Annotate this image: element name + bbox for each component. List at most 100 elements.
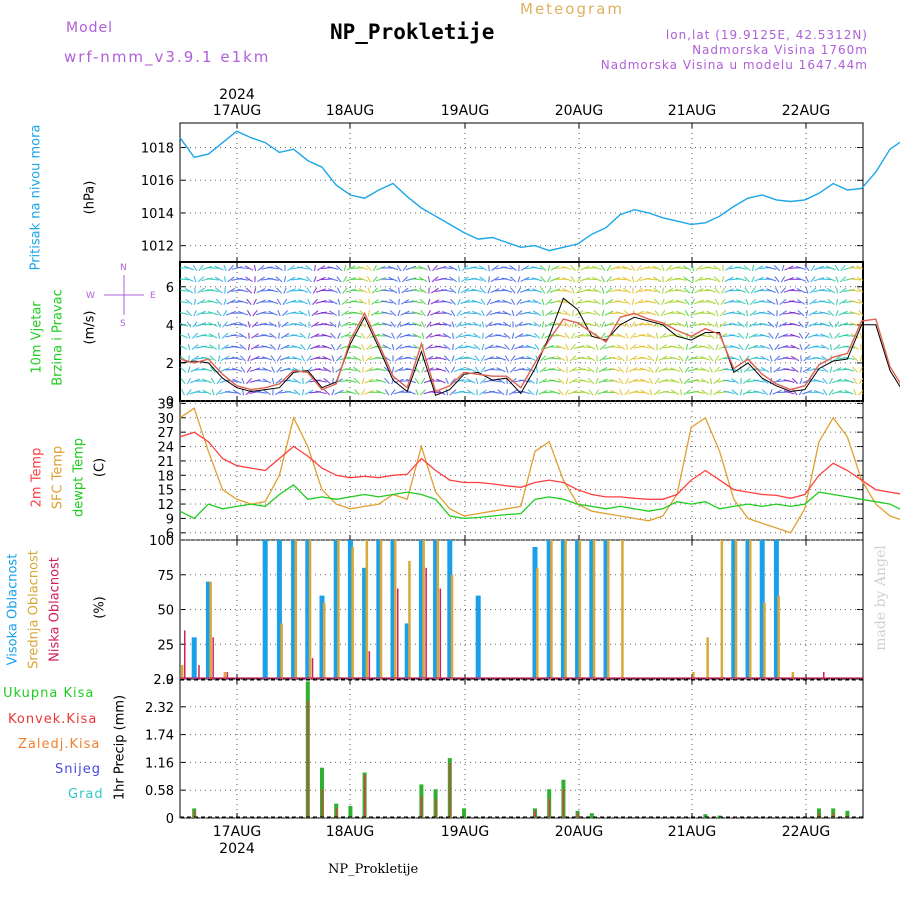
precip-legend-snow: Snijeg <box>55 762 101 777</box>
wind-barb <box>256 288 266 294</box>
wind-barb <box>595 366 599 373</box>
wind-barb <box>479 287 487 294</box>
wind-barb <box>606 264 612 272</box>
wind-barb <box>382 333 392 339</box>
wind-barb <box>370 310 380 316</box>
wind-barb <box>564 332 570 339</box>
wind-barb <box>384 389 390 396</box>
wind-barb <box>836 298 838 305</box>
wind-tick-label: 4 <box>166 319 174 334</box>
wind-barb <box>390 389 396 396</box>
wind-barb <box>615 289 627 292</box>
wind-barb <box>705 288 717 293</box>
wind-barb <box>615 278 627 281</box>
wind-barb <box>358 276 368 282</box>
wind-barb <box>709 377 713 385</box>
wind-barb <box>299 332 307 339</box>
wind-barb <box>679 377 683 385</box>
wind-barb <box>441 288 453 293</box>
wind-barb <box>609 367 621 372</box>
wind-barb <box>689 321 697 328</box>
wind-barb <box>783 368 795 372</box>
wind-barb <box>306 343 312 351</box>
wind-barb <box>201 367 213 372</box>
wind-barb <box>504 355 510 362</box>
wind-barb <box>716 321 718 328</box>
wind-barb <box>639 345 651 349</box>
wind-barb <box>449 287 457 294</box>
wind-barb <box>753 368 765 371</box>
wind-barb <box>622 265 632 271</box>
wind-barb <box>328 288 338 294</box>
wind-barb <box>719 310 727 317</box>
wind-barb <box>221 332 229 339</box>
wind-barb <box>775 321 779 328</box>
wind-barb <box>759 322 771 327</box>
wind-barb <box>683 377 691 385</box>
wind-barb <box>222 321 228 328</box>
wind-barb <box>197 276 205 283</box>
precip-bar-convective <box>534 810 536 818</box>
wind-barb <box>809 299 817 305</box>
wind-barb <box>538 378 548 384</box>
wind-barb <box>745 310 749 317</box>
wind-barb <box>180 289 189 292</box>
wind-barb <box>341 310 349 317</box>
wind-barb <box>268 321 278 328</box>
wind-barb <box>539 366 547 373</box>
wind-barb <box>515 321 523 328</box>
wind-barb <box>701 389 709 396</box>
wind-barb <box>834 264 840 272</box>
year-label-top: 2024 <box>219 87 255 103</box>
wind-barb <box>405 277 417 282</box>
cloud-bar-high <box>745 540 751 679</box>
wind-barb <box>381 289 393 292</box>
wind-barb <box>442 321 452 328</box>
wind-barb <box>624 321 630 328</box>
wind-barb <box>827 298 835 305</box>
wind-barb <box>708 344 714 351</box>
wind-barb <box>853 389 857 396</box>
wind-barb <box>330 332 336 339</box>
wind-barb <box>465 345 477 349</box>
date-label-top: 17AUG <box>213 103 262 119</box>
cloud-bar-mid <box>536 567 539 679</box>
cloud-bar-high <box>759 540 765 679</box>
wind-barb <box>275 265 283 271</box>
cloud-bar-mid <box>706 637 709 679</box>
wind-barb <box>814 389 824 395</box>
wind-barb <box>335 264 343 272</box>
wind-barb <box>790 355 800 362</box>
wind-barb <box>655 366 659 373</box>
wind-barb <box>193 276 197 283</box>
wind-barb <box>471 288 483 293</box>
temp-tick-label: 30 <box>157 412 174 427</box>
wind-barb <box>723 379 735 383</box>
wind-barb <box>706 321 716 328</box>
wind-barb <box>675 266 687 270</box>
wind-barb <box>541 332 545 339</box>
wind-barb <box>207 289 219 293</box>
cloud-bar-mid <box>308 540 312 679</box>
precip-tick-label: 2.32 <box>145 701 174 716</box>
wind-barb <box>592 276 602 282</box>
wind-barb <box>777 356 789 361</box>
wind-barb <box>827 310 835 317</box>
wind-barb <box>653 389 661 396</box>
wind-barb <box>540 287 546 294</box>
wind-barb <box>329 321 337 328</box>
wind-barb <box>633 333 645 338</box>
wind-barb <box>384 377 390 385</box>
wind-barb <box>436 378 446 384</box>
wind-barb <box>209 355 217 362</box>
wind-barb <box>744 343 750 351</box>
wind-barb <box>744 287 750 294</box>
wind-barb <box>543 356 555 361</box>
wind-barb <box>227 276 235 283</box>
wind-barb <box>480 355 486 362</box>
wind-barb <box>736 299 746 305</box>
meteogram-label: Meteogram <box>520 0 624 18</box>
wind-barb <box>647 344 655 350</box>
cloud-bar-mid <box>337 540 340 679</box>
wind-barb <box>713 265 721 271</box>
